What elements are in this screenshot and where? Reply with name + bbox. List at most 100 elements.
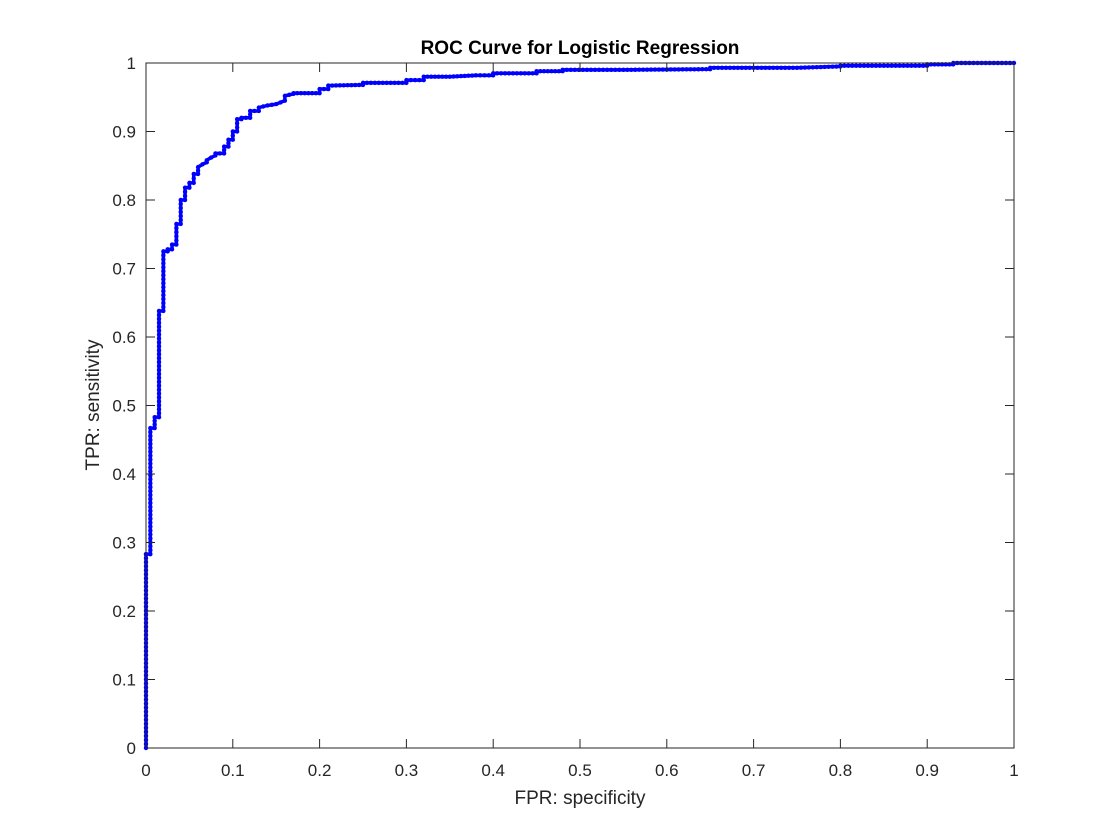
roc-curve-point bbox=[226, 144, 231, 149]
roc-curve-point bbox=[182, 185, 188, 190]
roc-curve-point bbox=[897, 63, 902, 68]
roc-curve-point bbox=[572, 67, 577, 73]
roc-curve-point bbox=[169, 242, 175, 247]
roc-curve-point bbox=[282, 98, 288, 103]
roc-curve-point bbox=[684, 67, 689, 72]
roc-curve-point bbox=[161, 257, 166, 262]
roc-curve-point bbox=[247, 108, 253, 114]
roc-curve-point bbox=[152, 425, 157, 431]
roc-curve-point bbox=[617, 67, 622, 73]
roc-curve-point bbox=[333, 83, 339, 88]
roc-curve-point bbox=[545, 69, 550, 74]
roc-curve-point bbox=[881, 63, 886, 68]
roc-curve-point bbox=[564, 67, 569, 73]
roc-curve-point bbox=[477, 73, 483, 78]
roc-curve-point bbox=[909, 63, 914, 68]
roc-curve-point bbox=[759, 65, 764, 70]
roc-curve-point bbox=[148, 465, 153, 470]
roc-curve-point bbox=[148, 484, 153, 490]
roc-curve-point bbox=[676, 67, 681, 72]
roc-curve-point bbox=[148, 536, 153, 541]
roc-curve-point bbox=[156, 367, 162, 373]
roc-curve-point bbox=[174, 242, 179, 247]
roc-curve-point bbox=[148, 453, 153, 458]
roc-curve-point bbox=[568, 67, 573, 73]
roc-curve-point bbox=[432, 74, 438, 79]
roc-curve-point bbox=[148, 429, 153, 435]
roc-curve-point bbox=[178, 197, 183, 203]
roc-curve-point bbox=[376, 80, 381, 86]
roc-curve-point bbox=[802, 65, 808, 70]
roc-curve-point bbox=[861, 63, 867, 68]
roc-curve-point bbox=[735, 65, 741, 70]
roc-curve-point bbox=[161, 288, 166, 294]
roc-curve-point bbox=[451, 74, 456, 79]
roc-curve-point bbox=[462, 73, 467, 79]
roc-curve-point bbox=[182, 193, 188, 199]
roc-curve-point bbox=[269, 102, 275, 107]
roc-curve-point bbox=[282, 93, 288, 99]
roc-curve-point bbox=[482, 73, 487, 78]
roc-curve-point bbox=[152, 422, 157, 427]
roc-curve-point bbox=[156, 336, 162, 341]
y-tick-label: 0.6 bbox=[112, 328, 136, 347]
roc-curve-point bbox=[530, 71, 535, 76]
x-tick-label: 0.9 bbox=[915, 761, 939, 780]
roc-curve-point bbox=[156, 340, 162, 345]
roc-curve-point bbox=[719, 65, 725, 70]
roc-curve-point bbox=[278, 100, 283, 105]
x-tick-label: 0.1 bbox=[221, 761, 245, 780]
roc-curve-point bbox=[704, 67, 709, 72]
roc-curve-point bbox=[596, 67, 602, 73]
roc-curve-point bbox=[152, 418, 157, 423]
roc-curve-point bbox=[629, 67, 634, 72]
y-tick-label: 0.9 bbox=[112, 123, 136, 142]
roc-curve-point bbox=[161, 269, 166, 274]
roc-curve-point bbox=[417, 77, 422, 83]
roc-curve-point bbox=[148, 528, 153, 533]
x-tick-label: 0.6 bbox=[655, 761, 679, 780]
roc-curve-point bbox=[436, 74, 441, 79]
roc-curve-point bbox=[161, 261, 166, 266]
roc-curve-point bbox=[152, 414, 157, 420]
roc-curve-point bbox=[234, 121, 240, 126]
chart-title: ROC Curve for Logistic Regression bbox=[421, 38, 740, 59]
roc-curve-point bbox=[178, 205, 183, 211]
roc-curve-point bbox=[806, 65, 812, 70]
roc-curve-point bbox=[384, 80, 389, 86]
roc-curve-point bbox=[723, 65, 729, 70]
roc-curve-point bbox=[767, 65, 772, 70]
tick-layer: 0 0.1 0.2 0.3 0.4 0.5 0.6 0.7 0.8 0.9 1 0 0.1 0.2 0.3 0… bbox=[112, 54, 1018, 780]
roc-curve-point bbox=[313, 90, 319, 96]
roc-curve-point bbox=[156, 391, 162, 396]
y-tick-label: 0.7 bbox=[112, 260, 136, 279]
roc-curve-point bbox=[182, 197, 188, 203]
roc-curve-point bbox=[688, 67, 693, 72]
roc-curve-point bbox=[161, 304, 166, 310]
roc-curve-point bbox=[652, 67, 658, 72]
roc-curve-point bbox=[230, 133, 235, 138]
roc-curve-point bbox=[779, 65, 784, 70]
roc-curve-point bbox=[905, 63, 910, 68]
roc-curve-point bbox=[226, 137, 231, 142]
roc-curve-point bbox=[877, 63, 883, 68]
roc-curve-point bbox=[502, 71, 508, 76]
roc-curve-point bbox=[692, 67, 697, 72]
roc-curve-point bbox=[469, 73, 475, 78]
roc-curve-point bbox=[156, 403, 162, 408]
roc-curve-point bbox=[187, 180, 192, 186]
roc-curve-point bbox=[636, 67, 642, 72]
roc-curve-point bbox=[443, 74, 449, 79]
roc-curve-point bbox=[794, 65, 800, 70]
roc-curve-point bbox=[148, 437, 153, 443]
roc-curve-point bbox=[696, 67, 701, 72]
roc-curve-point bbox=[298, 90, 304, 96]
roc-curve-point bbox=[337, 83, 343, 88]
roc-curve-point bbox=[429, 74, 434, 79]
roc-curve-point bbox=[156, 308, 162, 314]
roc-curve-point bbox=[425, 74, 430, 79]
roc-curve-point bbox=[148, 433, 153, 439]
roc-curve-point bbox=[148, 441, 153, 447]
roc-curve-point bbox=[739, 65, 744, 70]
roc-curve-point bbox=[556, 69, 562, 74]
